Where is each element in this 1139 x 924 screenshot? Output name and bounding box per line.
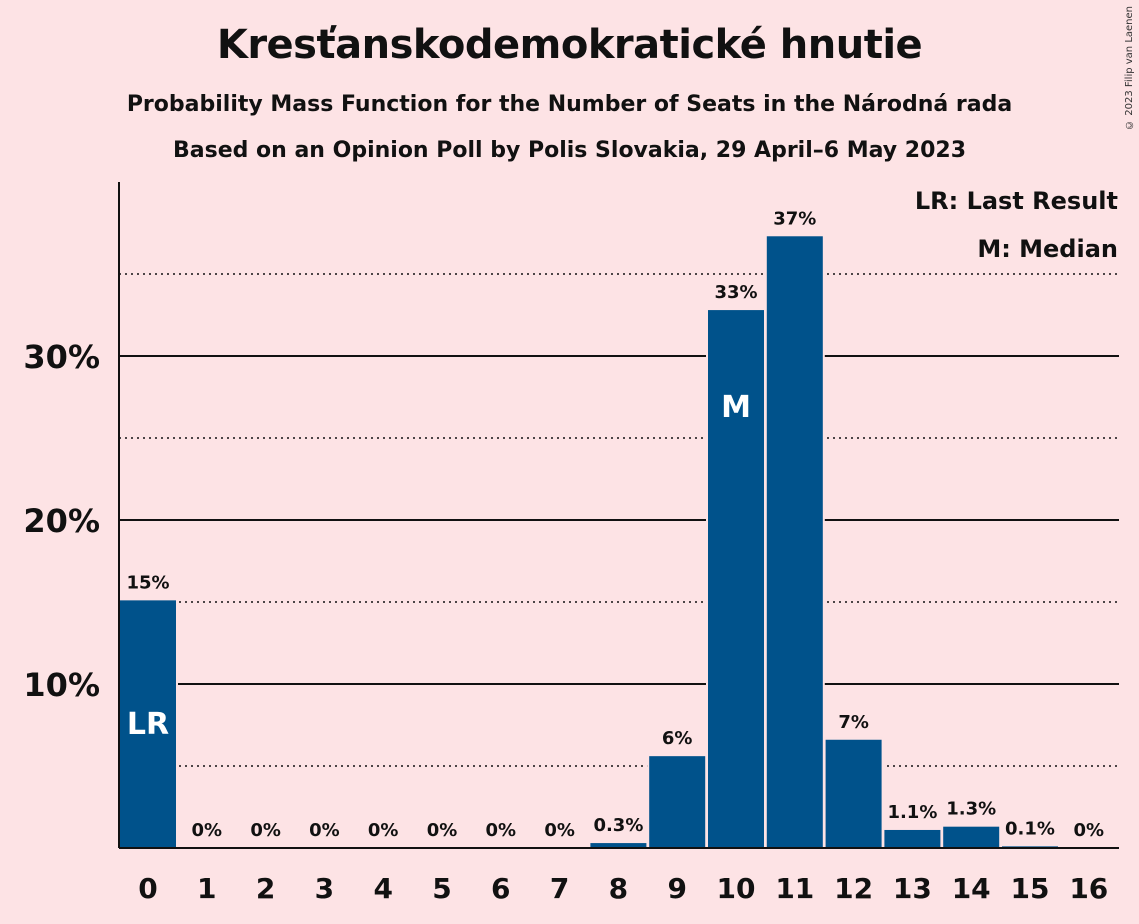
data-label: 0.3% <box>593 815 643 836</box>
data-label: 6% <box>662 728 693 749</box>
y-tick-labels: 10% 20% 30% <box>23 338 100 704</box>
data-label: 0% <box>368 820 399 841</box>
y-tick-label: 20% <box>23 502 100 540</box>
x-tick-label: 5 <box>432 872 451 905</box>
x-tick-labels: 0 1 2 3 4 5 6 7 8 9 10 11 12 13 14 15 16 <box>138 872 1108 905</box>
x-tick-label: 2 <box>256 872 275 905</box>
data-label: 0% <box>1074 820 1105 841</box>
bar <box>943 826 1000 848</box>
chart-source: Based on an Opinion Poll by Polis Slovak… <box>172 138 967 163</box>
chart-title: Kresťanskodemokratické hnutie <box>216 22 923 68</box>
marker-lr: LR <box>127 707 169 742</box>
x-tick-label: 15 <box>1011 872 1050 905</box>
bar <box>884 829 941 848</box>
data-label: 1.3% <box>946 799 996 820</box>
x-tick-label: 12 <box>834 872 873 905</box>
grid-lines <box>119 273 1119 767</box>
x-tick-label: 6 <box>491 872 510 905</box>
x-tick-label: 3 <box>315 872 334 905</box>
data-label: 1.1% <box>887 802 937 823</box>
marker-m: M <box>721 390 751 425</box>
x-tick-label: 1 <box>197 872 216 905</box>
y-tick-label: 30% <box>23 338 100 376</box>
data-label: 0% <box>309 820 340 841</box>
x-tick-label: 10 <box>717 872 756 905</box>
bar-halo <box>1000 844 1060 848</box>
legend-median: M: Median <box>977 235 1118 263</box>
data-label: 33% <box>714 282 757 303</box>
data-label: 0% <box>544 820 575 841</box>
x-tick-label: 11 <box>775 872 814 905</box>
bar <box>590 843 647 848</box>
x-tick-label: 0 <box>138 872 157 905</box>
x-tick-label: 14 <box>952 872 991 905</box>
data-label: 15% <box>126 572 169 593</box>
chart-subtitle: Probability Mass Function for the Number… <box>126 92 1013 117</box>
bars <box>118 234 1060 849</box>
data-labels: 15% 0% 0% 0% 0% 0% 0% 0% 0.3% 6% 33% 37% 7% 1.1% 1.3% 0… <box>126 208 1104 841</box>
data-label: 0% <box>427 820 458 841</box>
data-label: 0.1% <box>1005 818 1055 839</box>
bar-markers: LR M <box>127 390 751 742</box>
data-label: 37% <box>773 208 816 229</box>
bar <box>708 310 764 849</box>
data-label: 0% <box>192 820 223 841</box>
bar <box>120 600 176 848</box>
x-tick-label: 9 <box>667 872 686 905</box>
data-label: 7% <box>838 712 869 733</box>
x-tick-label: 13 <box>893 872 932 905</box>
x-tick-label: 4 <box>373 872 392 905</box>
y-tick-label: 10% <box>23 666 100 704</box>
x-tick-label: 8 <box>609 872 628 905</box>
data-label: 0% <box>486 820 517 841</box>
x-tick-label: 16 <box>1069 872 1108 905</box>
bar <box>766 236 823 848</box>
legend-last-result: LR: Last Result <box>915 187 1118 215</box>
bar <box>649 756 706 848</box>
data-label: 0% <box>250 820 281 841</box>
x-tick-label: 7 <box>550 872 569 905</box>
bar <box>825 739 882 848</box>
